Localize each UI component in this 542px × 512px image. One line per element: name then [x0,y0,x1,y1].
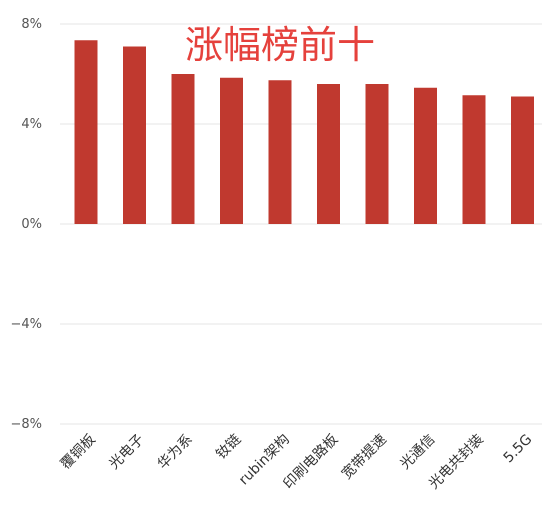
bar [74,40,98,224]
bar [365,84,389,224]
x-category-label: 光通信 [397,432,438,473]
chart-title: 涨幅榜前十 [185,23,375,67]
bar [462,95,486,224]
bar [511,96,534,224]
y-tick-label: 4% [21,117,42,132]
bar [268,80,292,224]
y-tick-label: −8% [10,417,42,432]
y-tick-label: −4% [10,317,42,332]
x-category-label: 光电子 [106,432,147,473]
y-axis-ticks: 8% 4% 0% −4% −8% [10,17,42,432]
bar [123,46,146,224]
bar [220,77,243,224]
bars [74,40,534,224]
x-category-label: 覆铜板 [58,432,99,473]
bar [171,74,195,224]
y-tick-label: 0% [21,217,42,232]
bar [414,87,437,224]
x-category-label: 钕链 [213,432,244,463]
x-category-label: 宽带提速 [338,431,390,483]
x-category-label: 5.5G [501,432,536,467]
x-category-label: 华为系 [155,432,196,473]
bar [317,84,340,224]
y-tick-label: 8% [21,17,42,32]
